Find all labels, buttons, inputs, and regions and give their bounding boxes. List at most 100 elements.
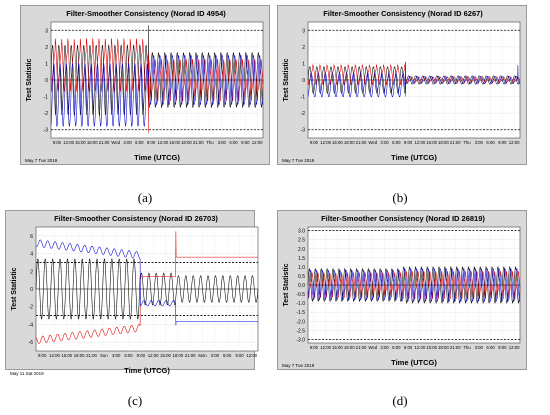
x-tick-label: 18:00: [74, 353, 85, 358]
y-tick-label: -3: [301, 128, 306, 134]
y-tick-label: -1.0: [296, 301, 305, 307]
chart-title: Filter-Smoother Consistency (Norad ID 26…: [54, 214, 218, 223]
y-tick-label: 4: [30, 252, 33, 258]
x-tick-label: 12:00: [415, 140, 426, 145]
x-tick-label: 15:00: [426, 140, 437, 145]
x-tick-label: 6:00: [392, 140, 401, 145]
x-axis-title: Time (UTCG): [124, 366, 170, 375]
x-tick-label: 3:00: [475, 140, 484, 145]
x-tick-label: 15:00: [332, 140, 343, 145]
x-tick-label: 21:00: [86, 353, 97, 358]
y-tick-label: -2: [29, 305, 34, 311]
x-tick-label: 21:00: [356, 345, 367, 350]
y-tick-label: -3.0: [296, 337, 305, 343]
y-tick-label: -3: [44, 128, 49, 134]
x-tick-label: 9:00: [137, 353, 146, 358]
y-axis-title: Test Statistic: [11, 267, 18, 310]
x-tick-label: 9:00: [310, 345, 319, 350]
x-tick-label: 12:00: [509, 345, 520, 350]
x-tick-label: 21:00: [356, 140, 367, 145]
x-tick-label: 3:00: [380, 140, 389, 145]
chart-b-svg: Filter-Smoother Consistency (Norad ID 62…: [282, 9, 521, 163]
x-tick-label: 9:00: [310, 140, 319, 145]
x-tick-label: 15:00: [169, 140, 180, 145]
caption-b: (b): [392, 190, 408, 205]
x-tick-label: 12:00: [148, 353, 159, 358]
series-line-red: [307, 271, 521, 299]
x-tick-label: 9:00: [235, 353, 244, 358]
x-tick-label: 6:00: [486, 140, 495, 145]
x-tick-label: 18:00: [438, 345, 449, 350]
date-label: May 7 Tue 2019: [282, 158, 315, 163]
y-tick-label: 3.0: [298, 229, 305, 235]
x-tick-label: 18:00: [172, 353, 183, 358]
x-tick-label: 9:00: [498, 140, 507, 145]
chart-panel-b: Filter-Smoother Consistency (Norad ID 62…: [277, 5, 527, 165]
y-tick-label: -1: [301, 95, 306, 101]
x-tick-label: 3:00: [380, 345, 389, 350]
x-tick-label: Sun: [100, 353, 108, 358]
y-tick-label: 6: [30, 234, 33, 240]
x-tick-label: 21:00: [99, 140, 110, 145]
y-axis-title: Test Statistic: [26, 58, 33, 101]
x-tick-label: 18:00: [344, 345, 355, 350]
x-tick-label: 12:00: [509, 140, 520, 145]
y-tick-label: 3: [45, 28, 48, 34]
x-tick-label: 12:00: [246, 353, 257, 358]
chart-d-svg: Filter-Smoother Consistency (Norad ID 26…: [282, 214, 521, 368]
y-tick-label: -2.0: [296, 319, 305, 325]
chart-title: Filter-Smoother Consistency (Norad ID 49…: [66, 9, 226, 18]
x-axis-title: Time (UTCG): [134, 153, 180, 162]
x-tick-label: Thu: [463, 345, 471, 350]
y-tick-label: 1: [45, 61, 48, 67]
y-tick-label: -2: [301, 111, 306, 117]
x-tick-label: Wed: [111, 140, 120, 145]
x-tick-label: 21:00: [450, 345, 461, 350]
y-tick-label: 1: [302, 61, 305, 67]
y-tick-label: -1: [44, 95, 49, 101]
chart-panel-c: Filter-Smoother Consistency (Norad ID 26…: [5, 210, 259, 376]
series-line-black: [307, 266, 521, 304]
x-tick-label: 9:00: [38, 353, 47, 358]
y-tick-label: -1.5: [296, 310, 305, 316]
x-tick-label: 3:00: [218, 140, 227, 145]
x-tick-label: 18:00: [344, 140, 355, 145]
x-tick-label: 15:00: [75, 140, 86, 145]
y-tick-label: 1.5: [298, 256, 305, 262]
x-tick-label: Wed: [368, 140, 377, 145]
series-line-red: [50, 38, 264, 134]
series-line-red: [35, 231, 258, 344]
y-tick-label: -0.5: [296, 292, 305, 298]
x-tick-label: 9:00: [404, 345, 413, 350]
x-tick-label: 12:00: [415, 345, 426, 350]
y-tick-label: 1.0: [298, 265, 305, 271]
x-tick-label: 3:00: [123, 140, 132, 145]
y-tick-label: 2: [45, 45, 48, 51]
y-tick-label: 0.0: [298, 283, 305, 289]
y-tick-label: 3: [302, 28, 305, 34]
y-axis-title: Test Statistic: [283, 263, 290, 306]
series-line-blue: [307, 65, 521, 98]
caption-a: (a): [137, 190, 153, 205]
y-tick-label: 0.5: [298, 274, 305, 280]
x-tick-label: 3:00: [112, 353, 121, 358]
y-tick-label: 2.0: [298, 247, 305, 253]
x-axis-title: Time (UTCG): [391, 358, 437, 367]
x-tick-label: Thu: [463, 140, 471, 145]
x-tick-label: 21:00: [450, 140, 461, 145]
x-tick-label: 9:00: [498, 345, 507, 350]
series-line-black: [35, 258, 259, 320]
y-tick-label: -2: [44, 111, 49, 117]
caption-c: (c): [127, 393, 143, 408]
y-tick-label: -2.5: [296, 328, 305, 334]
chart-panel-d: Filter-Smoother Consistency (Norad ID 26…: [277, 210, 527, 370]
x-tick-label: 6:00: [223, 353, 232, 358]
chart-panel-a: Filter-Smoother Consistency (Norad ID 49…: [20, 5, 270, 165]
y-tick-label: 0: [45, 78, 48, 84]
x-tick-label: 15:00: [332, 345, 343, 350]
x-tick-label: 9:00: [404, 140, 413, 145]
x-axis-title: Time (UTCG): [391, 153, 437, 162]
x-tick-label: 3:00: [475, 345, 484, 350]
x-tick-label: 6:00: [486, 345, 495, 350]
date-label: May 7 Tue 2019: [282, 363, 315, 368]
